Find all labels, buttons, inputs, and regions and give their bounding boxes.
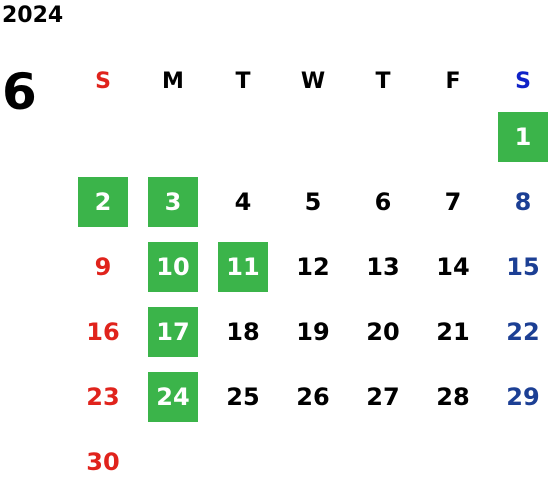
day-number: 4 [234, 187, 252, 216]
day-cell[interactable]: 4 [208, 169, 278, 234]
day-number: 21 [436, 317, 470, 346]
day-cell[interactable]: 29 [488, 364, 548, 429]
day-number: 12 [296, 252, 330, 281]
day-cell[interactable]: 30 [68, 429, 138, 494]
day-cell[interactable]: 28 [418, 364, 488, 429]
day-number: 25 [226, 382, 260, 411]
day-cell[interactable]: 15 [488, 234, 548, 299]
highlighted-day-number: 3 [148, 176, 198, 227]
day-number: 15 [506, 252, 540, 281]
day-number: 18 [226, 317, 260, 346]
day-cell[interactable]: 14 [418, 234, 488, 299]
highlighted-day-number: 24 [148, 371, 198, 422]
day-number: 23 [86, 382, 120, 411]
day-cell[interactable]: 20 [348, 299, 418, 364]
day-number: 6 [374, 187, 392, 216]
empty-day-cell [68, 104, 138, 169]
day-cell[interactable]: 11 [208, 234, 278, 299]
day-cell[interactable]: 27 [348, 364, 418, 429]
highlighted-day-number: 10 [148, 241, 198, 292]
day-number: 7 [444, 187, 462, 216]
empty-day-cell [138, 104, 208, 169]
day-cell[interactable]: 1 [488, 104, 548, 169]
day-number: 22 [506, 317, 540, 346]
day-number: 30 [86, 447, 120, 476]
highlighted-day-number: 2 [78, 176, 128, 227]
day-cell[interactable]: 5 [278, 169, 348, 234]
day-cell[interactable]: 2 [68, 169, 138, 234]
day-cell[interactable]: 6 [348, 169, 418, 234]
weekday-header-tue: T [235, 68, 251, 94]
empty-day-cell [208, 104, 278, 169]
day-cell[interactable]: 18 [208, 299, 278, 364]
day-number: 20 [366, 317, 400, 346]
weekday-header-thu: T [375, 68, 391, 94]
day-number: 16 [86, 317, 120, 346]
weekday-header-fri: F [445, 68, 461, 94]
weekday-header-sun: S [95, 68, 111, 94]
day-number: 14 [436, 252, 470, 281]
highlighted-day-number: 11 [218, 241, 268, 292]
day-cell[interactable]: 21 [418, 299, 488, 364]
day-cell[interactable]: 23 [68, 364, 138, 429]
day-cell[interactable]: 19 [278, 299, 348, 364]
day-number: 28 [436, 382, 470, 411]
month-label: 6 [2, 63, 37, 121]
day-number: 9 [94, 252, 112, 281]
day-cell[interactable]: 26 [278, 364, 348, 429]
day-number: 29 [506, 382, 540, 411]
empty-day-cell [278, 104, 348, 169]
day-number: 8 [514, 187, 532, 216]
day-cell[interactable]: 10 [138, 234, 208, 299]
weekday-header-sat: S [515, 68, 531, 94]
day-cell[interactable]: 16 [68, 299, 138, 364]
day-cell[interactable]: 22 [488, 299, 548, 364]
day-cell[interactable]: 13 [348, 234, 418, 299]
highlighted-day-number: 17 [148, 306, 198, 357]
empty-day-cell [418, 104, 488, 169]
weekday-header-wed: W [300, 68, 326, 94]
day-number: 27 [366, 382, 400, 411]
day-cell[interactable]: 25 [208, 364, 278, 429]
day-cell[interactable]: 24 [138, 364, 208, 429]
day-cell[interactable]: 3 [138, 169, 208, 234]
day-cell[interactable]: 12 [278, 234, 348, 299]
day-cell[interactable]: 8 [488, 169, 548, 234]
day-number: 19 [296, 317, 330, 346]
highlighted-day-number: 1 [498, 111, 548, 162]
weekday-header-mon: M [162, 68, 184, 94]
calendar-grid: S M T W T F S 1 2 3 4 5 6 7 8 9 10 11 12 13 14 15 16 17 1… [68, 58, 548, 494]
empty-day-cell [348, 104, 418, 169]
day-cell[interactable]: 17 [138, 299, 208, 364]
day-number: 26 [296, 382, 330, 411]
day-number: 13 [366, 252, 400, 281]
day-number: 5 [304, 187, 322, 216]
day-cell[interactable]: 9 [68, 234, 138, 299]
day-cell[interactable]: 7 [418, 169, 488, 234]
year-label: 2024 [2, 3, 64, 28]
